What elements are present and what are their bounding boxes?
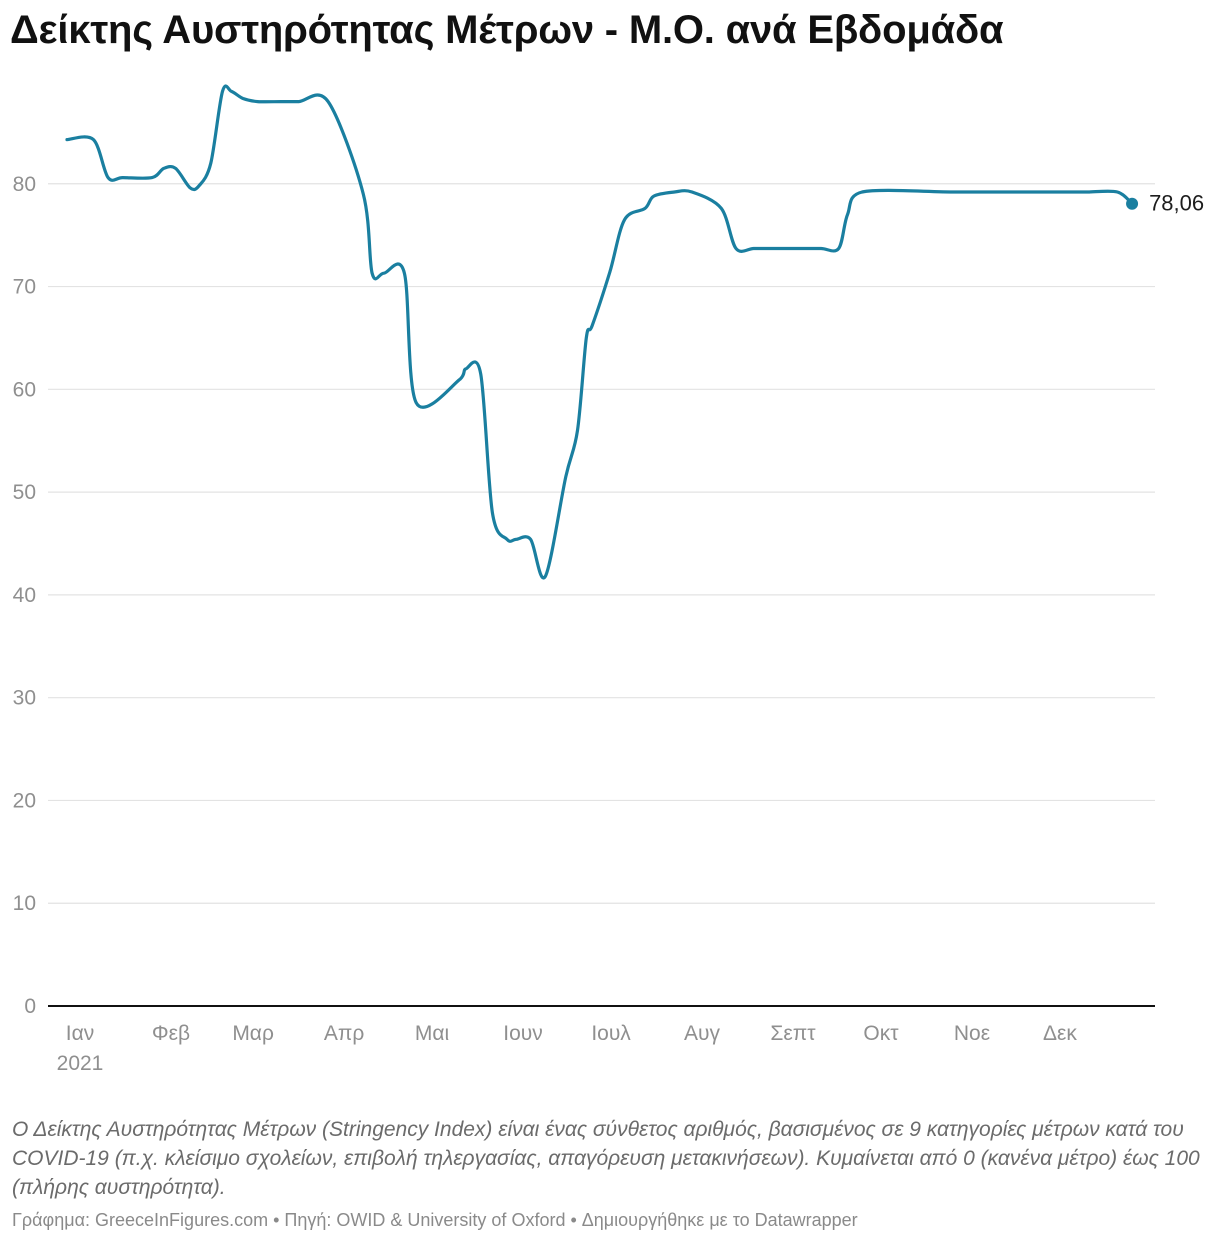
series-end-value-label: 78,06 xyxy=(1149,191,1204,216)
y-tick-label-60: 60 xyxy=(13,378,36,401)
series-end-dot xyxy=(1126,197,1139,210)
x-tick-label-4: Μαι xyxy=(415,1022,450,1045)
x-tick-label-7: Αυγ xyxy=(684,1022,720,1045)
y-tick-label-50: 50 xyxy=(13,481,36,504)
x-tick-label-2: Μαρ xyxy=(232,1022,274,1045)
chart-description: Ο Δείκτης Αυστηρότητας Μέτρων (Stringenc… xyxy=(12,1118,1200,1199)
x-tick-label-8: Σεπτ xyxy=(770,1022,816,1045)
x-tick-label-5: Ιουν xyxy=(503,1022,543,1045)
y-tick-label-0: 0 xyxy=(24,995,36,1018)
y-tick-label-80: 80 xyxy=(13,173,36,196)
y-axis-tick-labels: 0 10 20 30 40 50 60 70 80 xyxy=(13,173,36,1018)
x-tick-label-6: Ιουλ xyxy=(591,1022,631,1045)
x-tick-label-1: Φεβ xyxy=(152,1022,190,1045)
chart-title: Δείκτης Αυστηρότητας Μέτρων - Μ.Ο. ανά Ε… xyxy=(10,8,1004,52)
y-tick-label-10: 10 xyxy=(13,892,36,915)
x-tick-label-9: Οκτ xyxy=(863,1022,899,1045)
series-line xyxy=(65,84,1134,580)
y-tick-label-20: 20 xyxy=(13,789,36,812)
y-tick-label-30: 30 xyxy=(13,687,36,710)
gridlines xyxy=(48,183,1155,904)
x-tick-sublabel-0: 2021 xyxy=(57,1052,104,1075)
x-tick-label-0: Ιαν xyxy=(66,1022,94,1045)
x-tick-label-10: Νοε xyxy=(954,1022,990,1045)
x-tick-label-11: Δεκ xyxy=(1043,1022,1077,1045)
y-tick-label-40: 40 xyxy=(13,584,36,607)
y-tick-label-70: 70 xyxy=(13,276,36,299)
x-tick-label-3: Απρ xyxy=(324,1022,364,1045)
chart-footer-credits: Γράφημα: GreeceInFigures.com • Πηγή: OWI… xyxy=(12,1210,858,1230)
x-axis-tick-labels: Ιαν 2021 Φεβ Μαρ Απρ Μαι Ιουν Ιουλ Αυγ Σεπτ Οκτ Νοε… xyxy=(57,1022,1078,1075)
line-chart: 0 10 20 30 40 50 60 70 80 Ιαν 2021 Φεβ Μαρ Απρ Μαι Ιου… xyxy=(13,84,1204,1075)
